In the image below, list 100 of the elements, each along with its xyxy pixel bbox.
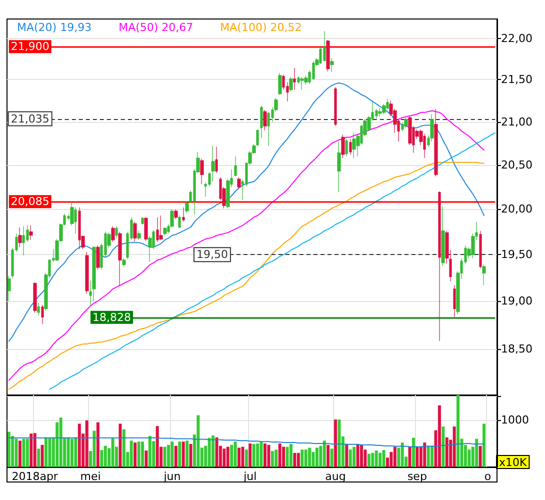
bar: [423, 442, 426, 467]
candlestick: [122, 258, 126, 267]
candlestick: [7, 276, 11, 302]
bar: [66, 437, 70, 467]
bar: [270, 451, 274, 467]
candlestick: [434, 108, 438, 177]
bar: [189, 444, 192, 467]
bar: [44, 437, 48, 467]
bar: [182, 442, 185, 467]
candlestick: [141, 216, 144, 225]
bar: [40, 444, 44, 467]
bar: [452, 426, 456, 467]
candlestick: [330, 58, 334, 72]
candlestick: [341, 134, 345, 158]
bar: [400, 442, 404, 467]
bar: [92, 430, 96, 467]
bar: [48, 438, 52, 467]
candlestick: [163, 226, 167, 236]
bar: [208, 438, 211, 467]
bar: [393, 446, 396, 467]
bar: [274, 450, 278, 467]
bar: [226, 446, 230, 467]
candlestick: [85, 252, 89, 294]
bar: [330, 448, 334, 467]
bar: [118, 424, 122, 467]
bar: [96, 422, 100, 467]
line-series: [8, 162, 485, 390]
candlestick: [133, 221, 137, 242]
candlestick: [115, 226, 118, 238]
bar: [315, 448, 318, 467]
bar: [371, 452, 374, 467]
bar: [122, 429, 126, 467]
candlestick: [441, 206, 445, 266]
candlestick: [453, 284, 456, 318]
candlestick: [237, 176, 241, 190]
bar: [378, 452, 382, 467]
x-tick-label: mei: [80, 470, 101, 483]
bar: [356, 444, 360, 467]
bar: [348, 450, 352, 467]
x-tick-label: aug: [325, 470, 346, 483]
candlestick: [289, 76, 293, 92]
bar: [445, 437, 448, 467]
candlestick: [144, 216, 148, 242]
bar: [416, 446, 419, 467]
bar: [148, 436, 152, 467]
bar: [374, 450, 378, 467]
bar: [278, 443, 282, 467]
candlestick: [423, 133, 426, 158]
y-tick-label: 20,00: [501, 202, 532, 216]
bar: [430, 446, 434, 467]
candlestick: [137, 230, 141, 240]
bar: [282, 446, 286, 467]
bar: [134, 442, 137, 467]
bar: [442, 426, 445, 467]
candlestick: [96, 245, 100, 270]
y-tick-label: 21,50: [501, 73, 532, 86]
candlestick: [178, 215, 181, 228]
candlestick: [111, 226, 115, 242]
y-tick-label: 1000: [501, 413, 529, 426]
bar: [140, 442, 144, 467]
x-tick-label: jul: [242, 470, 257, 483]
bar: [11, 436, 14, 467]
bar: [85, 420, 88, 467]
bar: [360, 444, 364, 467]
candlestick: [323, 30, 326, 62]
candlestick: [29, 225, 33, 240]
candlestick: [267, 111, 270, 146]
line-series: [49, 132, 496, 390]
text: MA(100) 20,52: [220, 21, 302, 34]
bar: [166, 444, 170, 467]
candlestick: [118, 231, 122, 286]
bar: [475, 438, 478, 467]
bar: [14, 438, 18, 467]
candlestick: [41, 304, 44, 324]
line-series: [8, 110, 485, 381]
bar: [230, 444, 234, 467]
bar: [248, 443, 252, 467]
bar: [212, 435, 215, 467]
bar: [59, 418, 62, 467]
x-tick-label: 2018apr: [12, 470, 58, 483]
candlestick: [260, 105, 263, 138]
bar: [256, 443, 260, 467]
bar: [296, 452, 300, 467]
bar: [263, 443, 266, 467]
bar: [286, 446, 289, 467]
candlestick: [92, 246, 96, 302]
bar: [293, 452, 296, 467]
candlestick: [482, 264, 486, 286]
bar: [244, 450, 248, 467]
bar: [144, 450, 148, 467]
candlestick: [33, 282, 37, 313]
bar: [104, 446, 107, 467]
bar: [130, 440, 133, 467]
bar: [186, 440, 189, 467]
candlestick: [438, 191, 441, 342]
bar: [33, 433, 36, 467]
candlestick: [156, 216, 159, 242]
bar: [196, 415, 200, 467]
candlestick: [278, 72, 282, 95]
ref-line-label: 21,035: [10, 112, 50, 126]
